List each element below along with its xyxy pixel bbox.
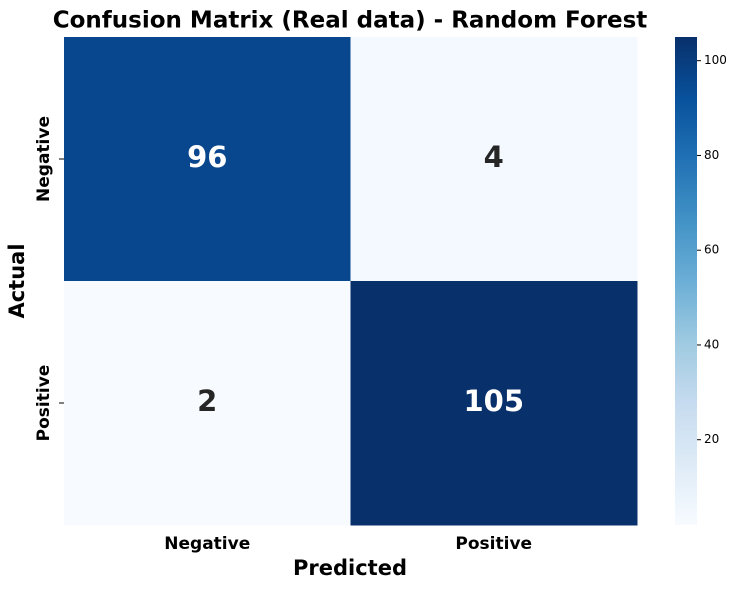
- chart-title: Confusion Matrix (Real data) - Random Fo…: [53, 8, 648, 34]
- x-tick-label: Negative: [164, 534, 250, 554]
- y-axis-label: Actual: [5, 243, 29, 318]
- heatmap-cell: [350, 281, 638, 526]
- x-tick-label: Positive: [455, 534, 532, 554]
- heatmap-cell: [64, 37, 351, 282]
- y-tick-label: Negative: [34, 116, 54, 202]
- colorbar-tick-label: 80: [704, 148, 719, 162]
- colorbar-tick-label: 100: [704, 53, 727, 67]
- heatmap-cell: [64, 281, 351, 526]
- colorbar-tick-label: 40: [704, 337, 719, 351]
- cell-label: 105: [463, 384, 524, 418]
- x-axis-label: Predicted: [293, 556, 407, 580]
- heatmap-cell: [350, 37, 638, 282]
- cell-label: 4: [484, 140, 504, 174]
- colorbar-tick-label: 60: [704, 243, 719, 257]
- colorbar: [675, 37, 697, 525]
- y-tick-label: Positive: [34, 365, 54, 442]
- colorbar-tick-label: 20: [704, 432, 719, 446]
- cell-label: 2: [197, 384, 217, 418]
- cell-label: 96: [187, 140, 227, 174]
